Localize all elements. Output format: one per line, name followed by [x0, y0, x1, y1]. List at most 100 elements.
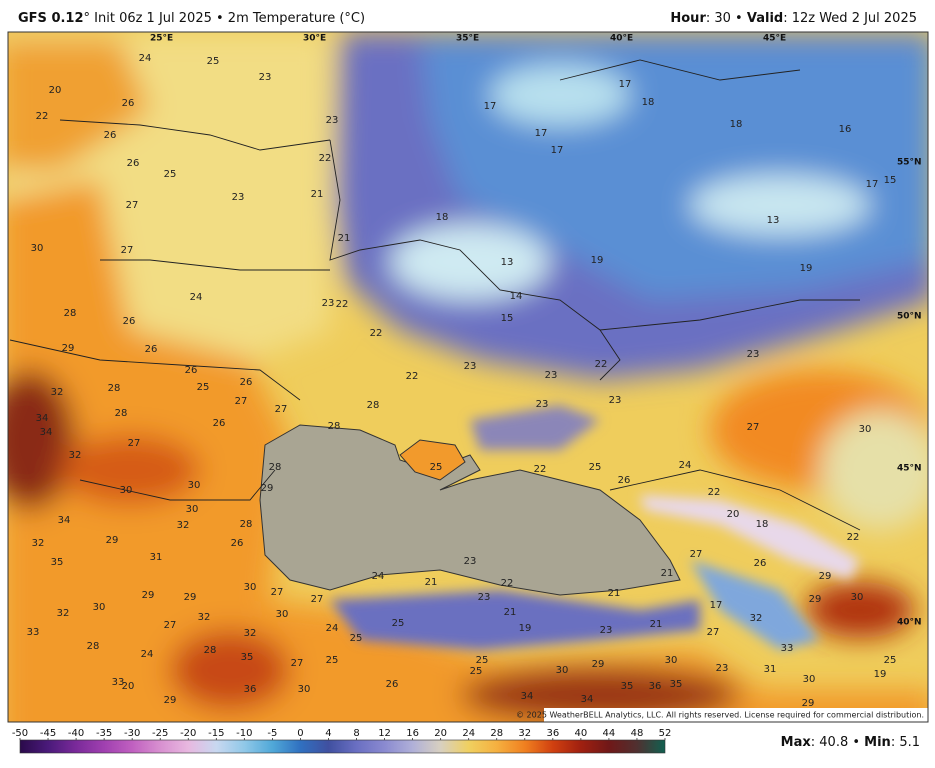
temperature-label: 29 [809, 594, 822, 605]
temperature-label: 16 [839, 124, 852, 135]
temperature-label: 33 [781, 643, 794, 654]
min: : 5.1 [891, 735, 920, 750]
temperature-label: 32 [51, 387, 64, 398]
header-title: GFS 0.12° Init 06z 1 Jul 2025 • 2m Tempe… [18, 11, 365, 26]
temperature-label: 21 [425, 577, 438, 588]
temperature-label: 30 [665, 655, 678, 666]
graticule-label: 30°E [303, 34, 326, 44]
colorbar-tick-label: 12 [378, 728, 391, 739]
temperature-label: 25 [476, 655, 489, 666]
temperature-label: 23 [600, 625, 613, 636]
temperature-label: 32 [57, 608, 70, 619]
temperature-label: 18 [756, 519, 769, 530]
temperature-field [8, 32, 928, 722]
colorbar-tick-label: -35 [96, 728, 112, 739]
colorbar-tick-label: -25 [152, 728, 168, 739]
temperature-label: 13 [501, 257, 514, 268]
temperature-label: 27 [275, 404, 288, 415]
temperature-label: 27 [291, 658, 304, 669]
temperature-label: 15 [884, 175, 897, 186]
copyright-box [544, 708, 928, 722]
temperature-label: 29 [802, 698, 815, 709]
temperature-label: 22 [595, 359, 608, 370]
title: ° Init 06z 1 Jul 2025 • 2m Temperature (… [84, 11, 366, 26]
temperature-label: 19 [874, 669, 887, 680]
temperature-label: 17 [535, 128, 548, 139]
temperature-label: 31 [764, 664, 777, 675]
temperature-label: 23 [609, 395, 622, 406]
temperature-label: 28 [269, 462, 282, 473]
colorbar-tick-label: -20 [180, 728, 196, 739]
temperature-label: 30 [298, 684, 311, 695]
hour: : 30 • [706, 11, 747, 26]
temperature-label: 32 [177, 520, 190, 531]
temperature-label: 25 [207, 56, 220, 67]
temperature-label: 26 [231, 538, 244, 549]
temperature-label: 30 [31, 243, 44, 254]
temperature-label: 25 [470, 666, 483, 677]
colorbar-tick-label: 40 [575, 728, 588, 739]
temperature-label: 18 [436, 212, 449, 223]
temperature-label: 28 [204, 645, 217, 656]
temperature-label: 26 [213, 418, 226, 429]
temperature-label: 26 [145, 344, 158, 355]
colorbar-ticks: -50 -45 -40 -35 -30 -25 -20 -15 -10 -5 0 4 8 12 16 20 24… [12, 728, 671, 740]
temperature-label: 31 [150, 552, 163, 563]
temperature-label: 34 [581, 694, 594, 705]
colorbar-tick-label: 44 [603, 728, 616, 739]
temperature-label: 22 [36, 111, 49, 122]
temperature-label: 22 [708, 487, 721, 498]
min-label: Min [864, 735, 891, 750]
temperature-label: 27 [311, 594, 324, 605]
temperature-label: 21 [661, 568, 674, 579]
colorbar-tick-label: 24 [462, 728, 475, 739]
graticule-label: 50°N [897, 312, 922, 322]
temperature-label: 18 [642, 97, 655, 108]
colorbar-tick-label: 20 [434, 728, 447, 739]
mountain-bands [330, 405, 860, 650]
temperature-label: 32 [32, 538, 45, 549]
temperature-label: 13 [767, 215, 780, 226]
hour-label: Hour [670, 11, 706, 26]
graticule-label: 35°E [456, 34, 479, 44]
temperature-label: 27 [235, 396, 248, 407]
temperature-label: 24 [141, 649, 154, 660]
temperature-label: 28 [328, 421, 341, 432]
graticule-label: 45°E [763, 34, 786, 44]
max-min: Max: 40.8 • Min: 5.1 [781, 735, 920, 750]
temperature-label: 20 [49, 85, 62, 96]
temperature-label: 33 [112, 677, 125, 688]
temperature-label: 25 [430, 462, 443, 473]
colorbar-tick-label: 4 [325, 728, 331, 739]
temperature-label: 28 [240, 519, 253, 530]
temperature-label: 25 [392, 618, 405, 629]
temperature-label: 36 [244, 684, 257, 695]
temperature-label: 34 [58, 515, 71, 526]
temperature-label: 30 [276, 609, 289, 620]
temperature-label: 29 [106, 535, 119, 546]
temperature-label: 18 [730, 119, 743, 130]
max-label: Max [781, 735, 812, 750]
temperature-label: 23 [545, 370, 558, 381]
temperature-label: 23 [259, 72, 272, 83]
temperature-label: 25 [589, 462, 602, 473]
colorbar [19, 739, 666, 754]
temperature-label: 30 [851, 592, 864, 603]
temperature-label: 23 [232, 192, 245, 203]
temperature-label: 25 [326, 655, 339, 666]
temperature-label: 34 [40, 427, 53, 438]
colorbar-tick-label: -30 [124, 728, 140, 739]
temperature-label: 27 [747, 422, 760, 433]
temperature-label: 26 [127, 158, 140, 169]
temperature-label: 14 [510, 291, 523, 302]
map-frame [7, 31, 929, 723]
colorbar-tick-label: 8 [353, 728, 359, 739]
valid-label: Valid [747, 11, 783, 26]
colorbar-tick-label: 28 [490, 728, 503, 739]
borders [9, 59, 861, 531]
temperature-label: 34 [36, 413, 49, 424]
temperature-label: 30 [244, 582, 257, 593]
temperature-label: 30 [93, 602, 106, 613]
